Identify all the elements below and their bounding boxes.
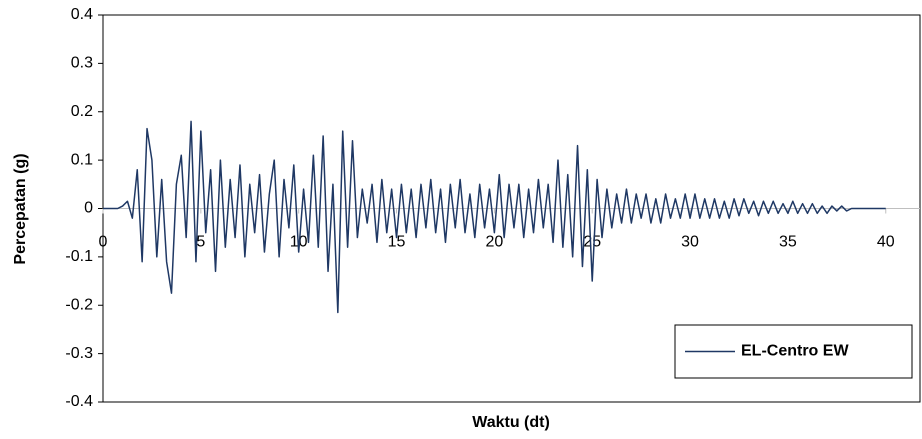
y-tick-label: -0.2: [65, 296, 93, 313]
y-axis-title: Percepatan (g): [12, 153, 29, 264]
x-tick-label: 25: [583, 234, 601, 251]
x-tick-label: 5: [196, 234, 205, 251]
y-tick-label: 0.1: [71, 151, 93, 168]
x-tick-label: 30: [681, 234, 699, 251]
y-tick-label: -0.4: [65, 393, 93, 410]
y-tick-label: 0.4: [71, 6, 93, 23]
y-tick-label: -0.1: [65, 248, 93, 265]
legend-label: EL-Centro EW: [741, 343, 849, 360]
x-axis-title: Waktu (dt): [472, 414, 550, 431]
series-line: [103, 120, 886, 314]
x-tick-label: 40: [877, 234, 895, 251]
y-tick-label: 0.3: [71, 55, 93, 72]
y-tick-label: 0.2: [71, 103, 93, 120]
x-tick-label: 20: [485, 234, 503, 251]
y-tick-label: -0.3: [65, 345, 93, 362]
x-tick-label: 15: [388, 234, 406, 251]
x-tick-label: 0: [99, 234, 108, 251]
y-tick-label: 0: [84, 200, 93, 217]
x-tick-label: 35: [779, 234, 797, 251]
